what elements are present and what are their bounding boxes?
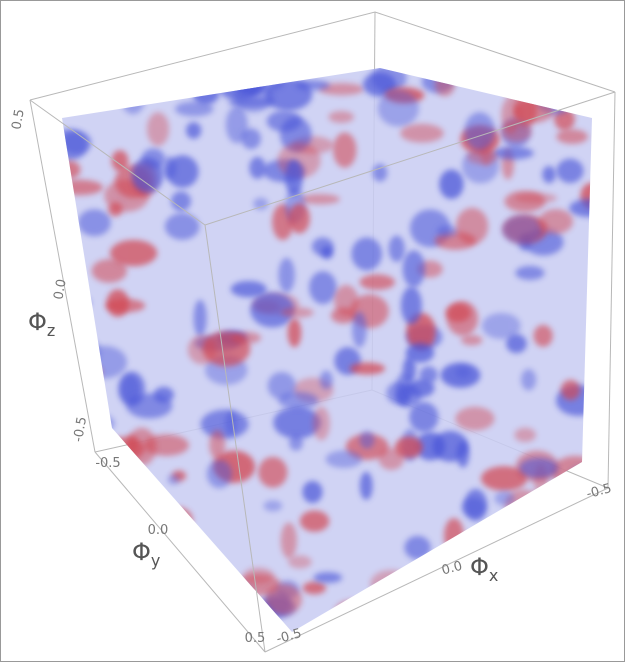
red-blob [561,380,580,400]
red-blob [209,430,225,459]
blue-blob [289,435,303,451]
red-blob [313,407,330,441]
blue-blob [352,312,367,348]
red-blob [400,124,443,143]
y-tick-label: -0.5 [95,456,120,471]
red-blob [461,335,482,345]
blue-blob [313,572,342,583]
red-blob [300,194,340,204]
red-blob [334,285,358,316]
red-blob [514,193,557,203]
red-blob [300,510,329,531]
blue-blob [194,300,207,337]
blue-blob [201,410,249,439]
blue-blob [207,460,232,488]
blue-blob [351,237,382,270]
blue-blob [267,111,302,132]
blue-blob [439,169,463,199]
blue-blob [464,489,487,521]
blue-blob [360,472,373,500]
red-blob [333,132,356,167]
red-blob [556,129,588,144]
blue-blob [457,441,470,468]
blue-blob [326,450,363,468]
red-blob [350,362,385,374]
y-tick-label: 0.0 [148,523,169,538]
blue-blob [163,156,177,179]
red-blob [281,307,314,317]
blue-blob [521,369,536,390]
blue-blob [493,147,534,160]
blue-blob [268,372,296,399]
red-blob [455,407,494,431]
blue-blob [241,128,261,149]
blue-blob [127,393,173,418]
blue-blob [406,343,435,363]
blue-blob [249,157,265,179]
red-blob [514,428,535,442]
blue-blob [312,237,334,255]
blue-blob [278,258,294,293]
red-blob [107,289,129,317]
blue-blob [132,158,164,193]
blue-blob [225,411,237,435]
blue-blob [515,266,544,280]
blue-blob [519,458,558,478]
blue-blob [253,198,268,210]
red-blob [445,303,470,322]
red-blob [281,523,297,559]
blue-blob [320,370,333,389]
red-blob [534,325,553,347]
blue-blob [403,250,425,287]
blue-blob [186,122,201,139]
blue-blob [231,281,267,297]
blue-blob [465,112,495,150]
red-blob [359,274,395,289]
red-blob [108,202,122,216]
blue-blob [455,367,470,379]
red-blob [110,240,157,266]
blue-blob [506,334,527,353]
blue-blob [408,379,435,397]
blue-blob [502,215,542,244]
blue-blob [168,474,180,484]
blue-blob [309,271,336,304]
blue-blob [360,431,375,449]
figure: 0.5 0.0 -0.5 -0.5 0.0 0.5 -0.5 0.0 -0.5 … [0,0,625,662]
red-blob [147,112,169,146]
blue-blob [264,500,283,511]
blue-blob [557,159,584,183]
red-blob [378,448,404,470]
blue-blob [542,166,556,183]
red-blob [539,209,573,234]
blue-blob [175,102,213,117]
red-blob [258,457,287,488]
red-blob [243,568,273,584]
blue-blob [296,80,330,90]
blue-blob [78,209,111,236]
red-blob [288,318,302,347]
red-blob [456,208,488,245]
blue-blob [409,402,438,432]
red-blob [289,203,310,233]
blue-blob [437,225,458,236]
red-blob [288,555,312,568]
blue-blob [401,287,422,325]
blue-blob [389,236,405,262]
blue-blob [302,481,322,503]
blue-blob [378,90,419,126]
red-blob [303,582,326,595]
red-blob [188,335,217,364]
red-blob [329,111,354,123]
y-tick-label: 0.5 [245,631,266,646]
